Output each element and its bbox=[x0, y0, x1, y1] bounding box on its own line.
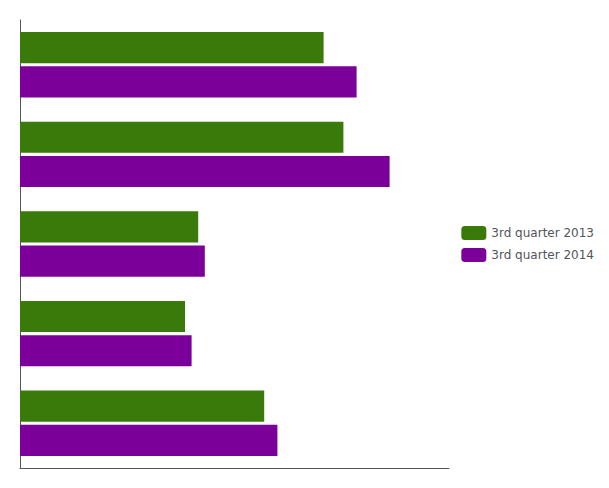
svg-text:3rd quarter 2013: 3rd quarter 2013 bbox=[491, 226, 594, 240]
svg-text:3rd quarter 2014: 3rd quarter 2014 bbox=[491, 248, 594, 262]
